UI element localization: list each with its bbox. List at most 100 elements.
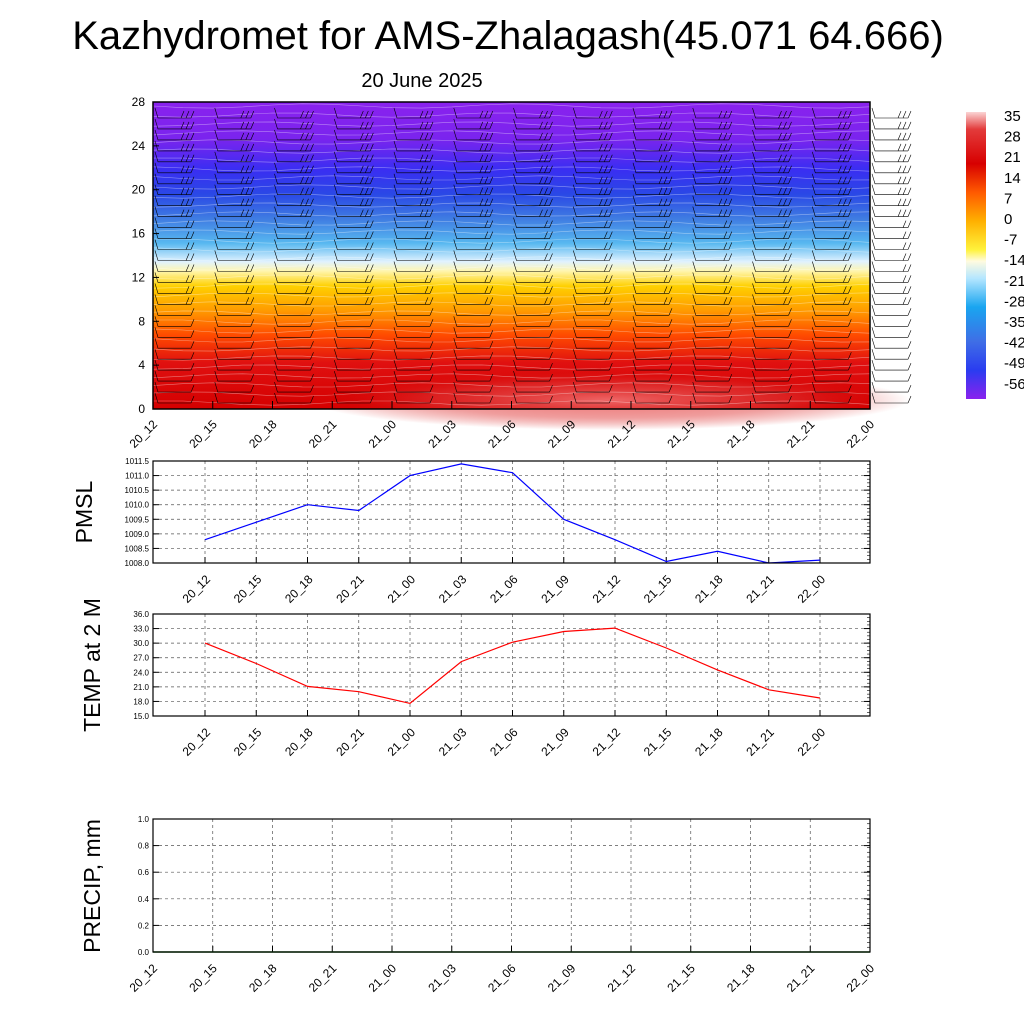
colorbar-label: 14 bbox=[1004, 170, 1021, 187]
precip-panel: 0.00.20.40.60.81.0 20_12 20_15 20_18 20_21 2… bbox=[79, 815, 877, 995]
x-tick-label: 21_21 bbox=[743, 572, 777, 606]
wind-barb bbox=[453, 305, 494, 316]
chart-title: Kazhydromet for AMS-Zhalagash(45.071 64.… bbox=[72, 14, 944, 58]
wind-barb bbox=[752, 184, 792, 195]
y-tick-label: 27.0 bbox=[133, 654, 149, 663]
wind-barb bbox=[453, 371, 494, 382]
wind-barb bbox=[573, 250, 613, 261]
x-tick-label: 21_18 bbox=[724, 961, 758, 995]
wind-barb bbox=[812, 294, 852, 305]
wind-barb bbox=[334, 382, 374, 393]
wind-barb bbox=[393, 261, 434, 272]
wind-barb bbox=[393, 294, 434, 305]
y-tick-label: 1011.0 bbox=[125, 472, 149, 481]
wind-barb bbox=[334, 195, 374, 206]
pmsl-y-axis: 1008.0 1008.5 1009.0 1009.5 1010.0 1010.5 1011… bbox=[125, 457, 870, 568]
contour-line bbox=[152, 301, 871, 307]
wind-barb bbox=[812, 371, 852, 382]
x-tick-label: 21_00 bbox=[385, 725, 419, 759]
contour-line bbox=[152, 166, 871, 172]
x-tick-label: 21_15 bbox=[641, 572, 675, 606]
wind-barb bbox=[871, 283, 912, 294]
y-tick-label: 1010.0 bbox=[125, 501, 150, 510]
wind-barb bbox=[274, 206, 314, 217]
wind-barb bbox=[393, 129, 434, 141]
x-tick-label: 20_18 bbox=[246, 961, 280, 995]
wind-barb bbox=[632, 206, 673, 217]
y-tick-label: 24 bbox=[132, 139, 146, 153]
x-tick-label: 21_00 bbox=[366, 417, 400, 451]
wind-barb bbox=[573, 162, 613, 174]
contour-line bbox=[152, 175, 871, 181]
wind-barb bbox=[871, 294, 912, 305]
x-tick-label: 21_06 bbox=[487, 725, 521, 759]
wind-barb bbox=[692, 338, 733, 349]
contour-line bbox=[152, 238, 871, 244]
x-tick-label: 21_18 bbox=[692, 725, 726, 759]
wind-barb bbox=[274, 217, 314, 228]
wind-barb bbox=[692, 371, 733, 382]
wind-barb bbox=[871, 382, 912, 393]
wind-barb bbox=[812, 162, 852, 174]
wind-barb bbox=[513, 327, 553, 338]
wind-barb bbox=[752, 349, 792, 360]
wind-barb bbox=[632, 173, 673, 185]
contour-line bbox=[152, 112, 871, 118]
contour-line bbox=[152, 211, 871, 217]
wind-barb bbox=[573, 195, 613, 206]
wind-barb bbox=[752, 371, 792, 382]
contour-line bbox=[152, 202, 871, 208]
colorbar-label: -49 bbox=[1004, 355, 1024, 372]
wind-barb bbox=[154, 392, 195, 404]
wind-barb bbox=[573, 338, 613, 349]
x-tick-label: 21_15 bbox=[664, 961, 698, 995]
wind-barb bbox=[752, 283, 792, 294]
contour-line bbox=[152, 373, 871, 379]
wind-barb bbox=[513, 305, 553, 316]
x-tick-label: 20_21 bbox=[306, 417, 340, 451]
wind-barb bbox=[214, 228, 255, 239]
wind-barb bbox=[154, 151, 195, 163]
x-tick-label: 20_18 bbox=[246, 417, 280, 451]
wind-barb bbox=[871, 371, 912, 382]
wind-barb bbox=[453, 206, 494, 217]
y-tick-label: 1009.0 bbox=[125, 530, 150, 539]
wind-barb bbox=[871, 162, 912, 174]
wind-barb bbox=[453, 228, 494, 239]
wind-barb bbox=[453, 392, 494, 404]
wind-barb bbox=[214, 140, 255, 152]
cross-section-contours bbox=[152, 103, 871, 406]
y-tick-label: 0.4 bbox=[138, 895, 150, 904]
wind-barb bbox=[334, 305, 374, 316]
wind-barb bbox=[154, 316, 195, 327]
wind-barb bbox=[393, 206, 434, 217]
colorbar-swatch bbox=[966, 112, 986, 399]
wind-barb bbox=[393, 392, 434, 404]
wind-barb bbox=[692, 173, 733, 185]
y-tick-label: 0 bbox=[138, 402, 145, 416]
wind-barb bbox=[632, 316, 673, 327]
x-tick-label: 21_00 bbox=[385, 572, 419, 606]
x-tick-label: 20_15 bbox=[231, 572, 265, 606]
wind-barb bbox=[334, 360, 374, 371]
wind-barb bbox=[513, 162, 553, 174]
wind-barb bbox=[632, 371, 673, 382]
wind-barb bbox=[214, 217, 255, 228]
wind-barb bbox=[573, 392, 613, 404]
wind-barb bbox=[214, 371, 255, 382]
contour-line bbox=[152, 148, 871, 154]
wind-barb bbox=[513, 338, 553, 349]
wind-barb bbox=[513, 140, 553, 152]
contour-line bbox=[152, 337, 871, 343]
wind-barb bbox=[453, 294, 494, 305]
pmsl-x-axis: 20_12 20_15 20_18 20_21 21_00 21_03 21_06 21_09… bbox=[180, 557, 828, 606]
y-tick-label: 16 bbox=[132, 227, 146, 241]
y-tick-label: 0.8 bbox=[138, 842, 150, 851]
wind-barb bbox=[513, 173, 553, 185]
wind-barb bbox=[214, 360, 255, 371]
pmsl-panel: 1008.0 1008.5 1009.0 1009.5 1010.0 1010.5 1011… bbox=[71, 457, 871, 606]
wind-barb bbox=[752, 151, 792, 163]
wind-barb bbox=[513, 107, 553, 119]
temp-grid bbox=[153, 614, 870, 716]
wind-barb bbox=[214, 118, 255, 130]
